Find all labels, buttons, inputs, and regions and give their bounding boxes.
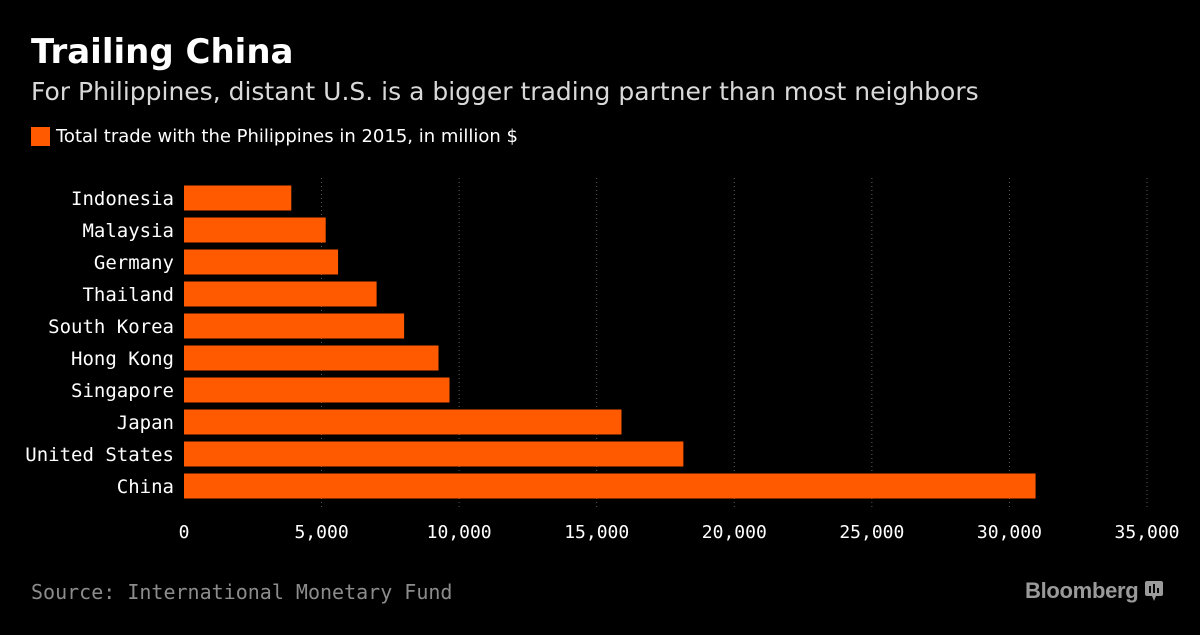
chart-subtitle: For Philippines, distant U.S. is a bigge… [31,77,979,106]
bloomberg-terminal-icon [1145,581,1164,601]
category-label: United States [25,444,174,466]
bar-china [184,473,1036,499]
bar-indonesia [184,185,292,211]
x-tick-label: 5,000 [294,522,348,543]
chart-title: Trailing China [31,32,294,72]
grid-lines [321,178,1148,508]
x-tick-label: 15,000 [564,522,629,543]
legend: Total trade with the Philippines in 2015… [31,125,518,147]
bars [184,185,1036,499]
category-label: China [117,476,174,498]
brand-name: Bloomberg [1025,578,1139,603]
x-tick-label: 20,000 [702,522,767,543]
legend-swatch [31,126,50,146]
bar-germany [184,249,339,275]
x-axis-ticks: 0 5,000 10,000 15,000 20,000 25,000 30,000 35,0… [179,522,1180,543]
legend-label: Total trade with the Philippines in 2015… [56,125,518,147]
category-label: Indonesia [71,188,174,210]
x-tick-label: 10,000 [427,522,492,543]
x-tick-label: 30,000 [977,522,1042,543]
bar-thailand [184,281,377,307]
x-tick-label: 35,000 [1114,522,1179,543]
category-label: Germany [94,252,174,274]
bar-united-states [184,441,684,467]
category-label: Singapore [71,380,174,402]
bar-singapore [184,377,450,403]
x-tick-label: 25,000 [839,522,904,543]
category-labels: Indonesia Malaysia Germany Thailand South Ko… [25,188,174,498]
x-tick-label: 0 [179,522,190,543]
source-note: Source: International Monetary Fund [31,580,453,604]
bar-hong-kong [184,345,439,371]
bar-japan [184,409,622,435]
bloomberg-logo: Bloomberg [1025,576,1164,606]
category-label: Malaysia [82,220,174,242]
category-label: Japan [117,412,174,434]
category-label: South Korea [48,316,174,338]
category-label: Hong Kong [71,348,174,370]
bar-south-korea [184,313,405,339]
bar-malaysia [184,217,326,243]
category-label: Thailand [82,284,174,306]
